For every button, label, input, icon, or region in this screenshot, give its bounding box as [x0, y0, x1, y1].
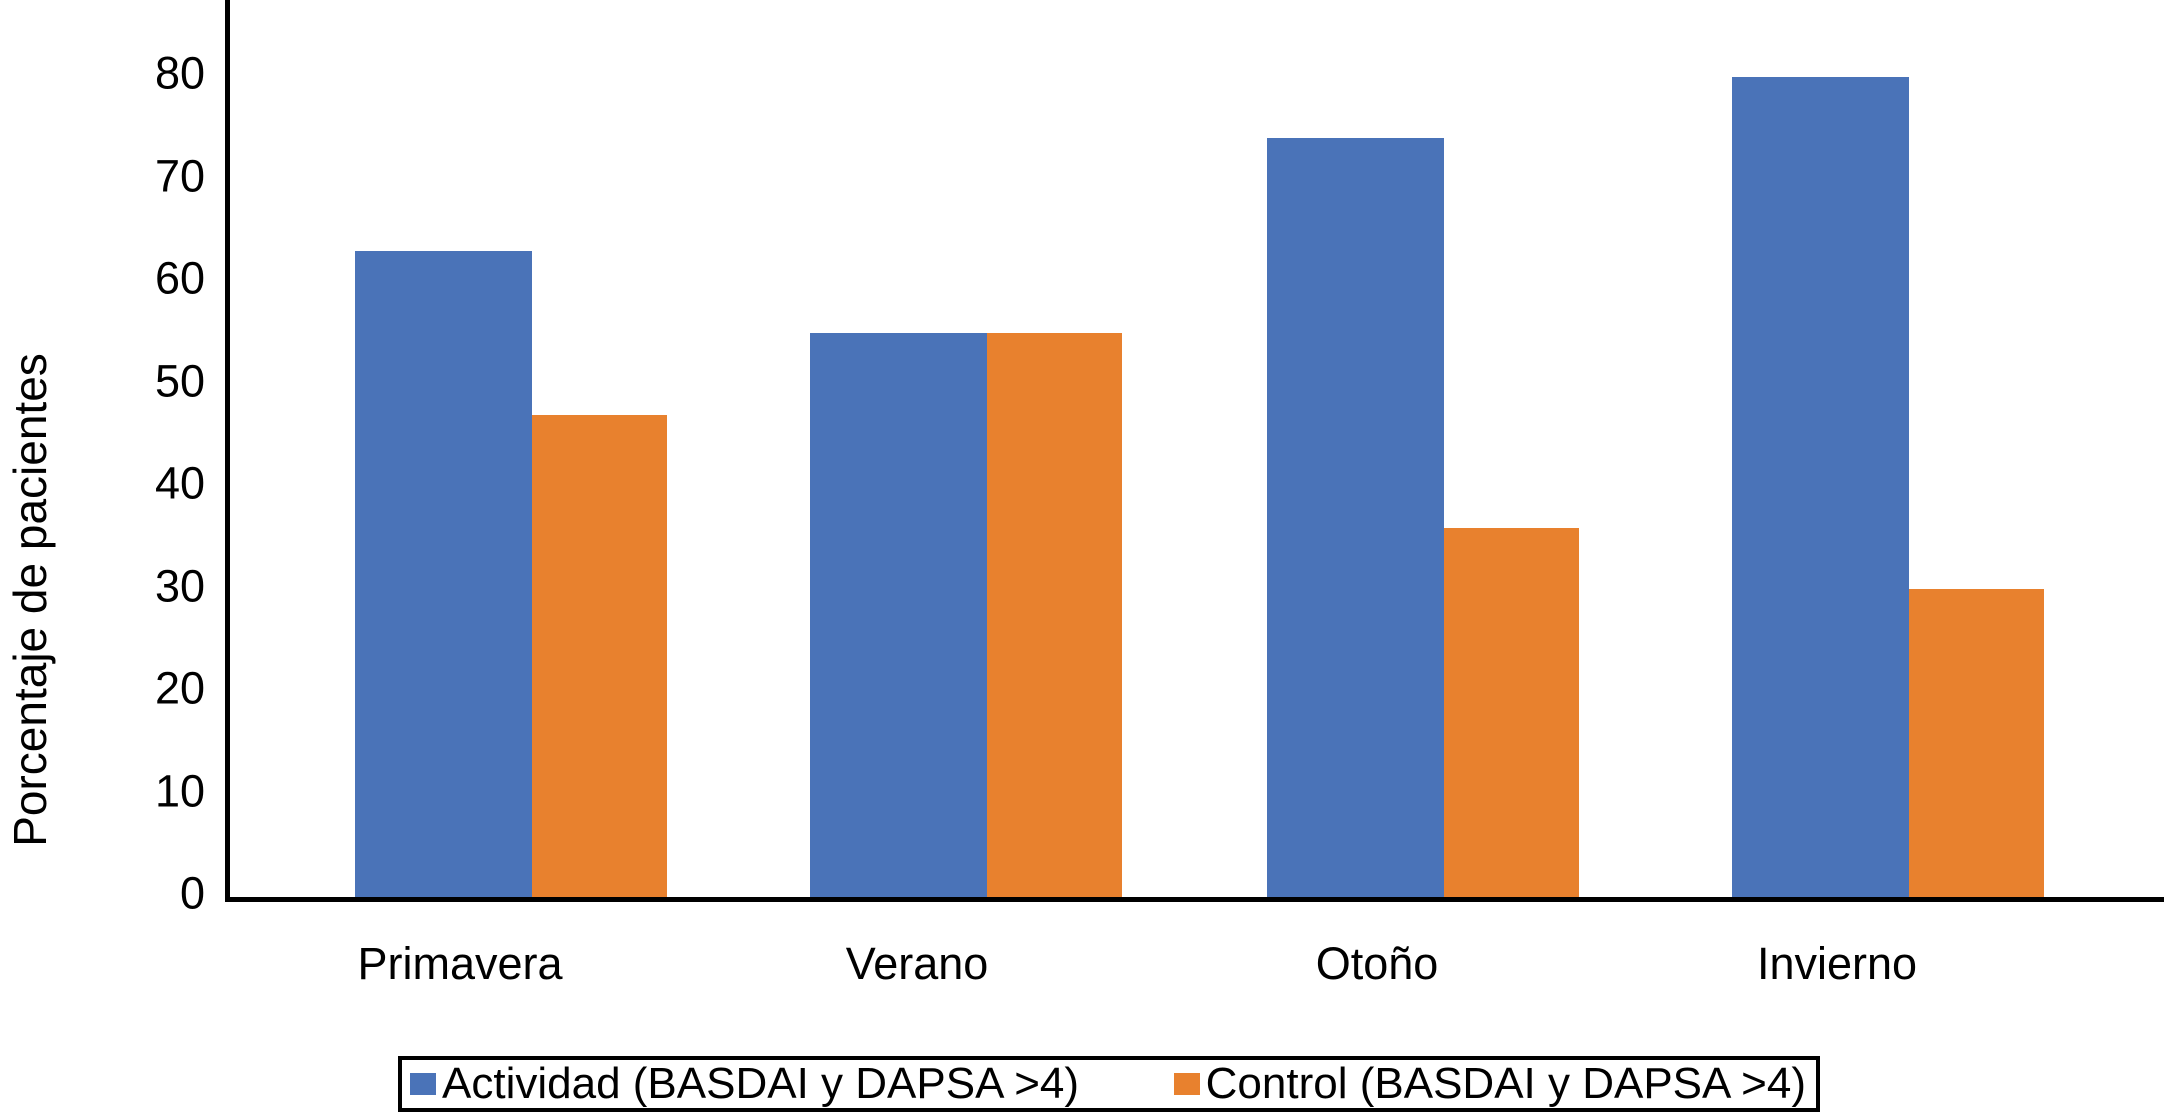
bar-control-otono	[1444, 528, 1579, 897]
bar-actividad-verano	[810, 333, 987, 897]
y-axis-line	[225, 0, 230, 902]
bar-control-primavera	[532, 415, 667, 897]
y-tick-label-50: 50	[154, 355, 205, 406]
bar-actividad-primavera	[355, 251, 532, 897]
y-tick-label-0: 0	[179, 867, 205, 919]
y-tick-label-10: 10	[154, 765, 205, 816]
y-tick-label-60: 60	[154, 252, 205, 304]
legend-label-actividad: Actividad (BASDAI y DAPSA >4)	[442, 1059, 1080, 1108]
legend-label-control: Control (BASDAI y DAPSA >4)	[1205, 1059, 1806, 1108]
legend-swatch-control-icon	[1173, 1073, 1200, 1095]
x-category-label-verano: Verano	[845, 938, 989, 989]
plot-area: 0 10 20 30 40 50 60 70 80	[154, 0, 2164, 916]
y-tick-label-70: 70	[154, 150, 205, 201]
legend-swatch-actividad-icon	[410, 1073, 436, 1095]
y-tick-label-30: 30	[154, 560, 205, 611]
bar-control-verano	[987, 333, 1122, 897]
legend-item-control: Control (BASDAI y DAPSA >4)	[1173, 1059, 1806, 1109]
y-tick-label-20: 20	[154, 662, 205, 714]
legend-item-actividad: Actividad (BASDAI y DAPSA >4)	[410, 1059, 1079, 1109]
x-axis-line	[225, 897, 2164, 902]
x-category-label-primavera: Primavera	[357, 938, 563, 989]
bar-control-invierno	[1909, 589, 2044, 897]
x-category-label-otono: Otoño	[1315, 938, 1439, 989]
legend: Actividad (BASDAI y DAPSA >4) Control (B…	[398, 1056, 1820, 1112]
bar-actividad-invierno	[1732, 77, 1909, 897]
x-category-label-invierno: Invierno	[1756, 938, 1918, 989]
y-tick-label-80: 80	[154, 47, 205, 99]
bar-actividad-otono	[1267, 138, 1444, 897]
y-tick-label-40: 40	[154, 457, 205, 509]
